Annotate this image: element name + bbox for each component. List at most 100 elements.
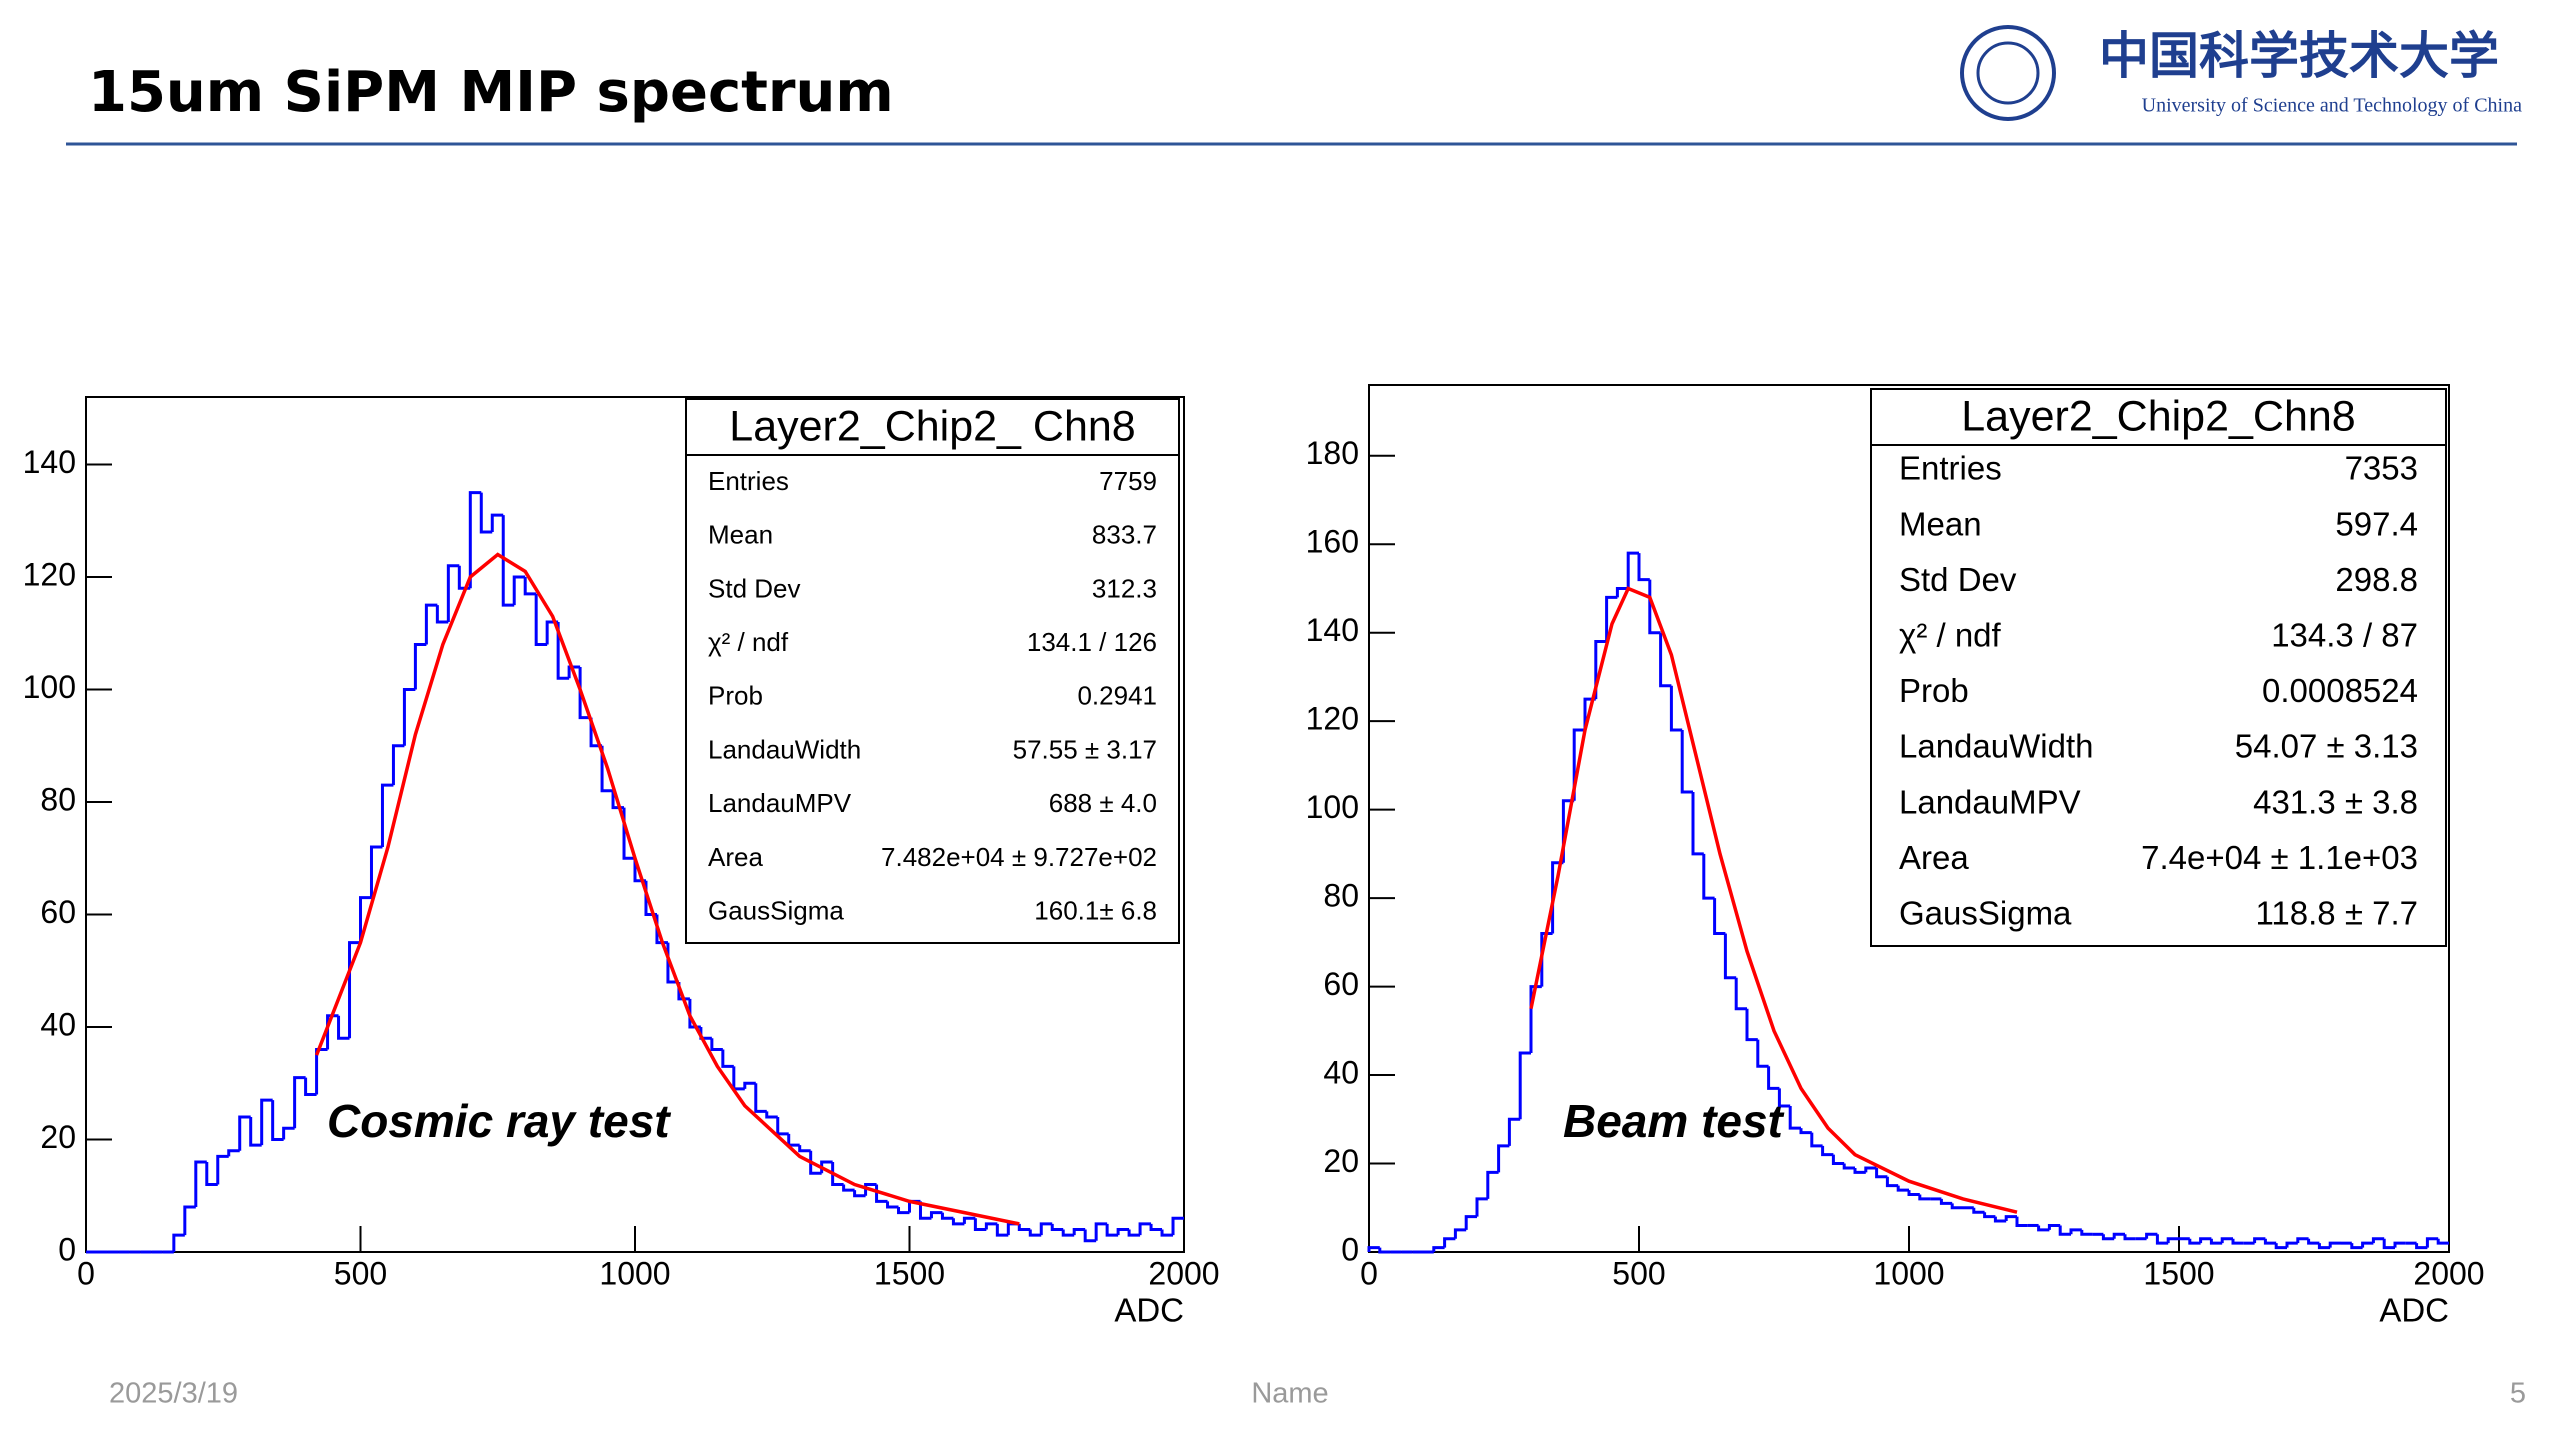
- histogram-bin: [1475, 1197, 1488, 1217]
- stats-value: 298.8: [2335, 561, 2418, 598]
- histogram-bin: [1756, 1039, 1769, 1068]
- histogram-bin: [853, 1190, 866, 1198]
- histogram-bin: [886, 1201, 899, 1209]
- histogram-bin: [973, 1218, 987, 1231]
- histogram-bin: [2123, 1234, 2136, 1241]
- histogram-bin: [2145, 1232, 2158, 1239]
- histogram-bin: [798, 1145, 811, 1153]
- histogram-bin: [1788, 1106, 1801, 1130]
- histogram-bin: [2307, 1238, 2320, 1245]
- stats-label: Entries: [1899, 450, 2002, 487]
- y-tick-label: 100: [1306, 789, 1359, 825]
- histogram-bin: [1149, 1223, 1163, 1231]
- stats-label: Area: [708, 842, 763, 872]
- histogram-bin: [512, 575, 526, 606]
- histogram-bin: [523, 577, 537, 596]
- histogram-bin: [1626, 551, 1639, 589]
- footer-date: 2025/3/19: [109, 1378, 238, 1410]
- histogram-bin: [1378, 1247, 1391, 1254]
- histogram-bin: [2415, 1243, 2428, 1250]
- histogram-bin: [1367, 1246, 1380, 1252]
- histogram-bin: [787, 1133, 800, 1147]
- histogram-bin: [348, 941, 361, 1039]
- histogram-bin: [534, 593, 548, 646]
- histogram-bin: [1723, 933, 1737, 980]
- stats-label: Std Dev: [708, 573, 801, 603]
- histogram-bin: [2166, 1237, 2179, 1244]
- y-tick-label: 60: [40, 894, 76, 930]
- histogram-bin: [2015, 1216, 2028, 1227]
- stats-label: LandauWidth: [708, 734, 861, 764]
- y-tick-label: 0: [58, 1231, 76, 1267]
- stats-value: 7.4e+04 ± 1.1e+03: [2141, 839, 2418, 876]
- histogram-bin: [2080, 1229, 2093, 1236]
- stats-label: Entries: [708, 466, 789, 496]
- histogram-bin: [1443, 1237, 1456, 1248]
- histogram-bin: [600, 745, 614, 793]
- histogram-bin: [1160, 1229, 1174, 1237]
- histogram-bin: [1072, 1228, 1086, 1236]
- histogram-bin: [435, 605, 449, 624]
- stats-label: GausSigma: [708, 895, 844, 925]
- stats-value: 160.1± 6.8: [1034, 895, 1157, 925]
- histogram-bin: [1083, 1229, 1097, 1243]
- histogram-bin: [337, 1015, 350, 1040]
- stats-label: GausSigma: [1899, 895, 2072, 932]
- histogram-bin: [918, 1201, 932, 1220]
- y-tick-label: 40: [1323, 1055, 1359, 1091]
- histogram-bin: [1713, 898, 1726, 936]
- stats-value: 312.3: [1092, 573, 1157, 603]
- histogram-bin: [1116, 1228, 1130, 1236]
- histogram-bin: [864, 1183, 877, 1196]
- y-tick-label: 120: [1306, 701, 1359, 737]
- histogram-bin: [1540, 932, 1553, 987]
- histogram-bin: [1615, 586, 1629, 598]
- histogram-bin: [359, 896, 372, 943]
- histogram-bin: [776, 1117, 789, 1136]
- histogram-bin: [2285, 1241, 2298, 1248]
- histogram-bin: [1680, 730, 1693, 794]
- histogram-bin: [2382, 1238, 2395, 1250]
- stats-value: 0.0008524: [2262, 672, 2418, 709]
- stats-value: 7759: [1099, 466, 1157, 496]
- histogram-bin: [172, 1233, 185, 1252]
- x-tick-label: 1500: [2143, 1255, 2214, 1291]
- stats-label: Mean: [1899, 505, 1982, 542]
- y-tick-label: 160: [1306, 524, 1359, 560]
- histogram-bin: [1017, 1223, 1031, 1231]
- histogram-bin: [1885, 1176, 1899, 1188]
- chart: 0 20 40 60 80 100 120 140 160 180 0 500 1000 1500 2000…: [1306, 384, 2485, 1329]
- histogram-bin: [842, 1184, 855, 1192]
- histogram-bin: [1529, 985, 1542, 1053]
- histogram-bin: [1637, 553, 1650, 582]
- histogram-bin: [710, 1038, 723, 1051]
- annotation: Cosmic ray test: [327, 1095, 671, 1147]
- y-tick-label: 140: [23, 444, 76, 480]
- histogram-bin: [1734, 977, 1747, 1011]
- y-tick-label: 80: [1323, 878, 1359, 914]
- histogram-bin: [809, 1150, 822, 1175]
- histogram-bin: [831, 1162, 844, 1186]
- histogram-bin: [2220, 1237, 2233, 1244]
- y-tick-label: 0: [1341, 1231, 1359, 1267]
- histogram-bin: [1507, 1117, 1521, 1146]
- x-tick-label: 1000: [599, 1255, 670, 1291]
- histogram-bin: [1799, 1128, 1812, 1135]
- histogram-bin: [479, 492, 493, 534]
- stats-value: 134.3 / 87: [2271, 617, 2418, 654]
- stats-label: χ² / ndf: [708, 627, 789, 657]
- histogram-bin: [2317, 1243, 2331, 1250]
- histogram-bin: [1972, 1207, 1985, 1214]
- histogram-bin: [1138, 1222, 1152, 1236]
- histogram-bin: [369, 845, 383, 898]
- histogram-bin: [304, 1077, 317, 1096]
- histogram-bin: [578, 667, 592, 720]
- histogram-bin: [2328, 1241, 2341, 1248]
- y-tick-label: 140: [1306, 612, 1359, 648]
- histogram-bin: [293, 1076, 306, 1129]
- histogram-bin: [2155, 1234, 2169, 1245]
- histogram-bin: [1432, 1246, 1445, 1252]
- histogram-bin: [962, 1216, 976, 1224]
- histogram-bin: [1605, 595, 1618, 642]
